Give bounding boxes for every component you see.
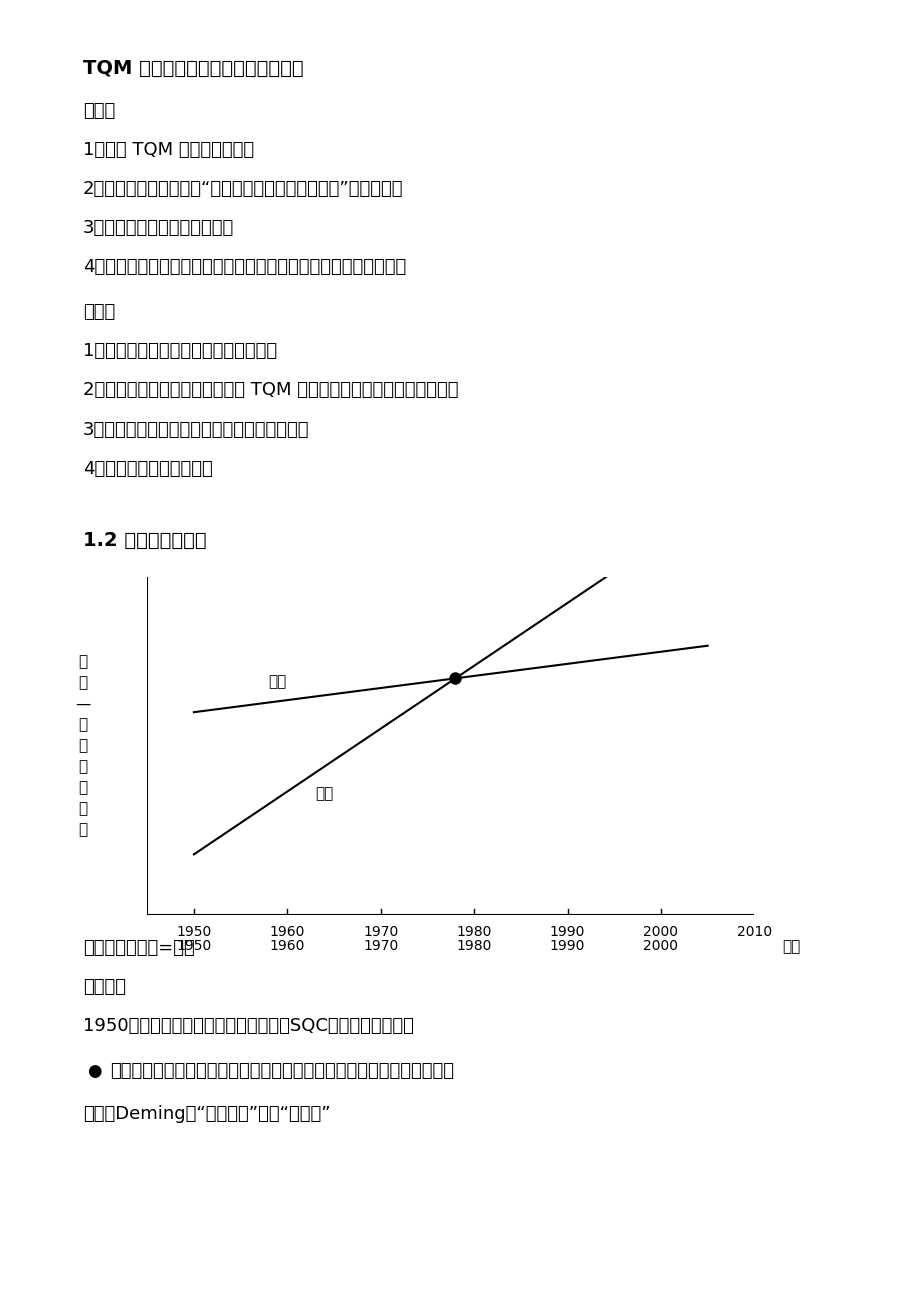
Text: 硬件：: 硬件： [83, 303, 115, 322]
Text: 软件：: 软件： [83, 102, 115, 120]
Text: 1.2 日本品质革命：: 1.2 日本品质革命： [83, 531, 206, 551]
Text: 品质制造出来后，不是检验出来的，主张将统计方法运用到制程管制中。: 品质制造出来后，不是检验出来的，主张将统计方法运用到制程管制中。 [110, 1062, 454, 1081]
Text: 4、建立起主管、部属间全面品管的双向沟通渠道，激发全面参与。: 4、建立起主管、部属间全面品管的双向沟通渠道，激发全面参与。 [83, 258, 405, 276]
Text: 4、使用管理工具与技术。: 4、使用管理工具与技术。 [83, 460, 212, 478]
Text: 2000: 2000 [642, 939, 677, 953]
Text: 戴明（Deming）“品质之父”一一“戴明奖”: 戴明（Deming）“品质之父”一一“戴明奖” [83, 1105, 330, 1124]
Text: 1980: 1980 [456, 939, 492, 953]
Text: 2、教育、训练员工，了解、掌握 TQM 的理念、做法、工具、愿意参与。: 2、教育、训练员工，了解、掌握 TQM 的理念、做法、工具、愿意参与。 [83, 381, 458, 400]
Text: 1950: 1950 [176, 939, 211, 953]
Text: 西方: 西方 [268, 674, 287, 689]
Text: 日本: 日本 [315, 786, 334, 801]
Text: 3、实施全面品管核心在领导。: 3、实施全面品管核心在领导。 [83, 219, 233, 237]
Text: 1990: 1990 [550, 939, 584, 953]
Text: 1、建立 TQM 与文件的环境。: 1、建立 TQM 与文件的环境。 [83, 141, 254, 159]
Text: 2、高阶经营管理者应对“以品质为中心来作长期经营”做出承诺。: 2、高阶经营管理者应对“以品质为中心来作长期经营”做出承诺。 [83, 180, 403, 198]
Text: TQM 的实施分为软件与硬件两方面：: TQM 的实施分为软件与硬件两方面： [83, 59, 303, 78]
Text: 1、建立持续性改善与衡量的品质系统。: 1、建立持续性改善与衡量的品质系统。 [83, 342, 277, 361]
Text: 1960: 1960 [269, 939, 305, 953]
Text: 年代: 年代 [781, 939, 800, 954]
Text: 3、将员工组成改善团队，不断进行品质改善。: 3、将员工组成改善团队，不断进行品质改善。 [83, 421, 309, 439]
Text: 品
质
—
产
品
销
售
能
力: 品 质 — 产 品 销 售 能 力 [75, 655, 90, 837]
Text: 二战前：日本货=烂货: 二战前：日本货=烂货 [83, 939, 194, 957]
Text: ●: ● [87, 1062, 102, 1081]
Text: 1970: 1970 [363, 939, 398, 953]
Text: 1950：戴明博士到日本推行统计品管（SQC）一一品管工程师: 1950：戴明博士到日本推行统计品管（SQC）一一品管工程师 [83, 1017, 414, 1035]
Text: 二战后：: 二战后： [83, 978, 126, 996]
